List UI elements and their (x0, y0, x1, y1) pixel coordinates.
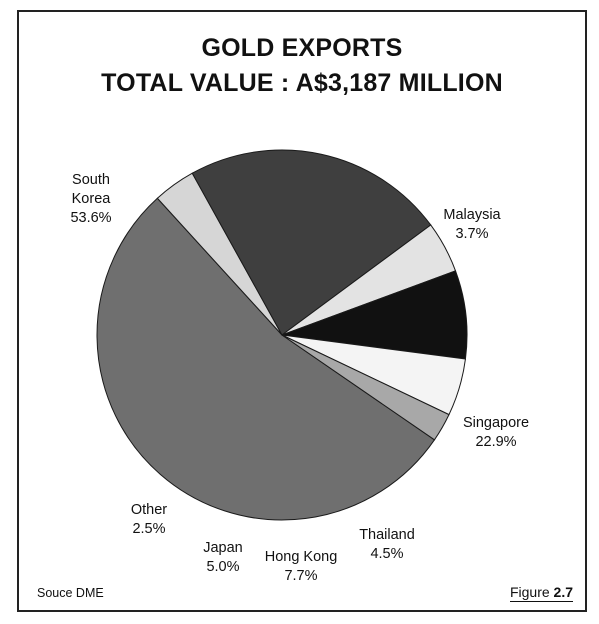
chart-title-line2: TOTAL VALUE : A$3,187 MILLION (101, 69, 503, 97)
chart-title-line1: GOLD EXPORTS (201, 34, 403, 62)
slice-label-hong-kong: Hong Kong 7.7% (265, 549, 338, 584)
slice-label-south-korea: South Korea 53.6% (70, 172, 111, 226)
figure-caption: Figure 2.7 (509, 584, 573, 602)
figure-frame: GOLD EXPORTS TOTAL VALUE : A$3,187 MILLI… (17, 10, 587, 612)
slice-label-other: Other 2.5% (131, 502, 167, 537)
figure-label: Figure (509, 584, 550, 600)
figure-number: 2.7 (553, 584, 573, 600)
slice-label-thailand: Thailand 4.5% (359, 527, 415, 562)
slice-label-singapore: Singapore 22.9% (463, 415, 529, 450)
pie-chart: South Korea 53.6% Malaysia 3.7% Singapore 22.9… (70, 149, 529, 584)
pie-slice-south-korea (96, 197, 436, 521)
slice-label-malaysia: Malaysia 3.7% (443, 207, 501, 242)
slice-label-japan: Japan 5.0% (203, 540, 243, 575)
pie-slice-singapore (191, 149, 432, 336)
source-note: Souce DME (37, 586, 104, 600)
pie-slice-other (281, 334, 450, 441)
